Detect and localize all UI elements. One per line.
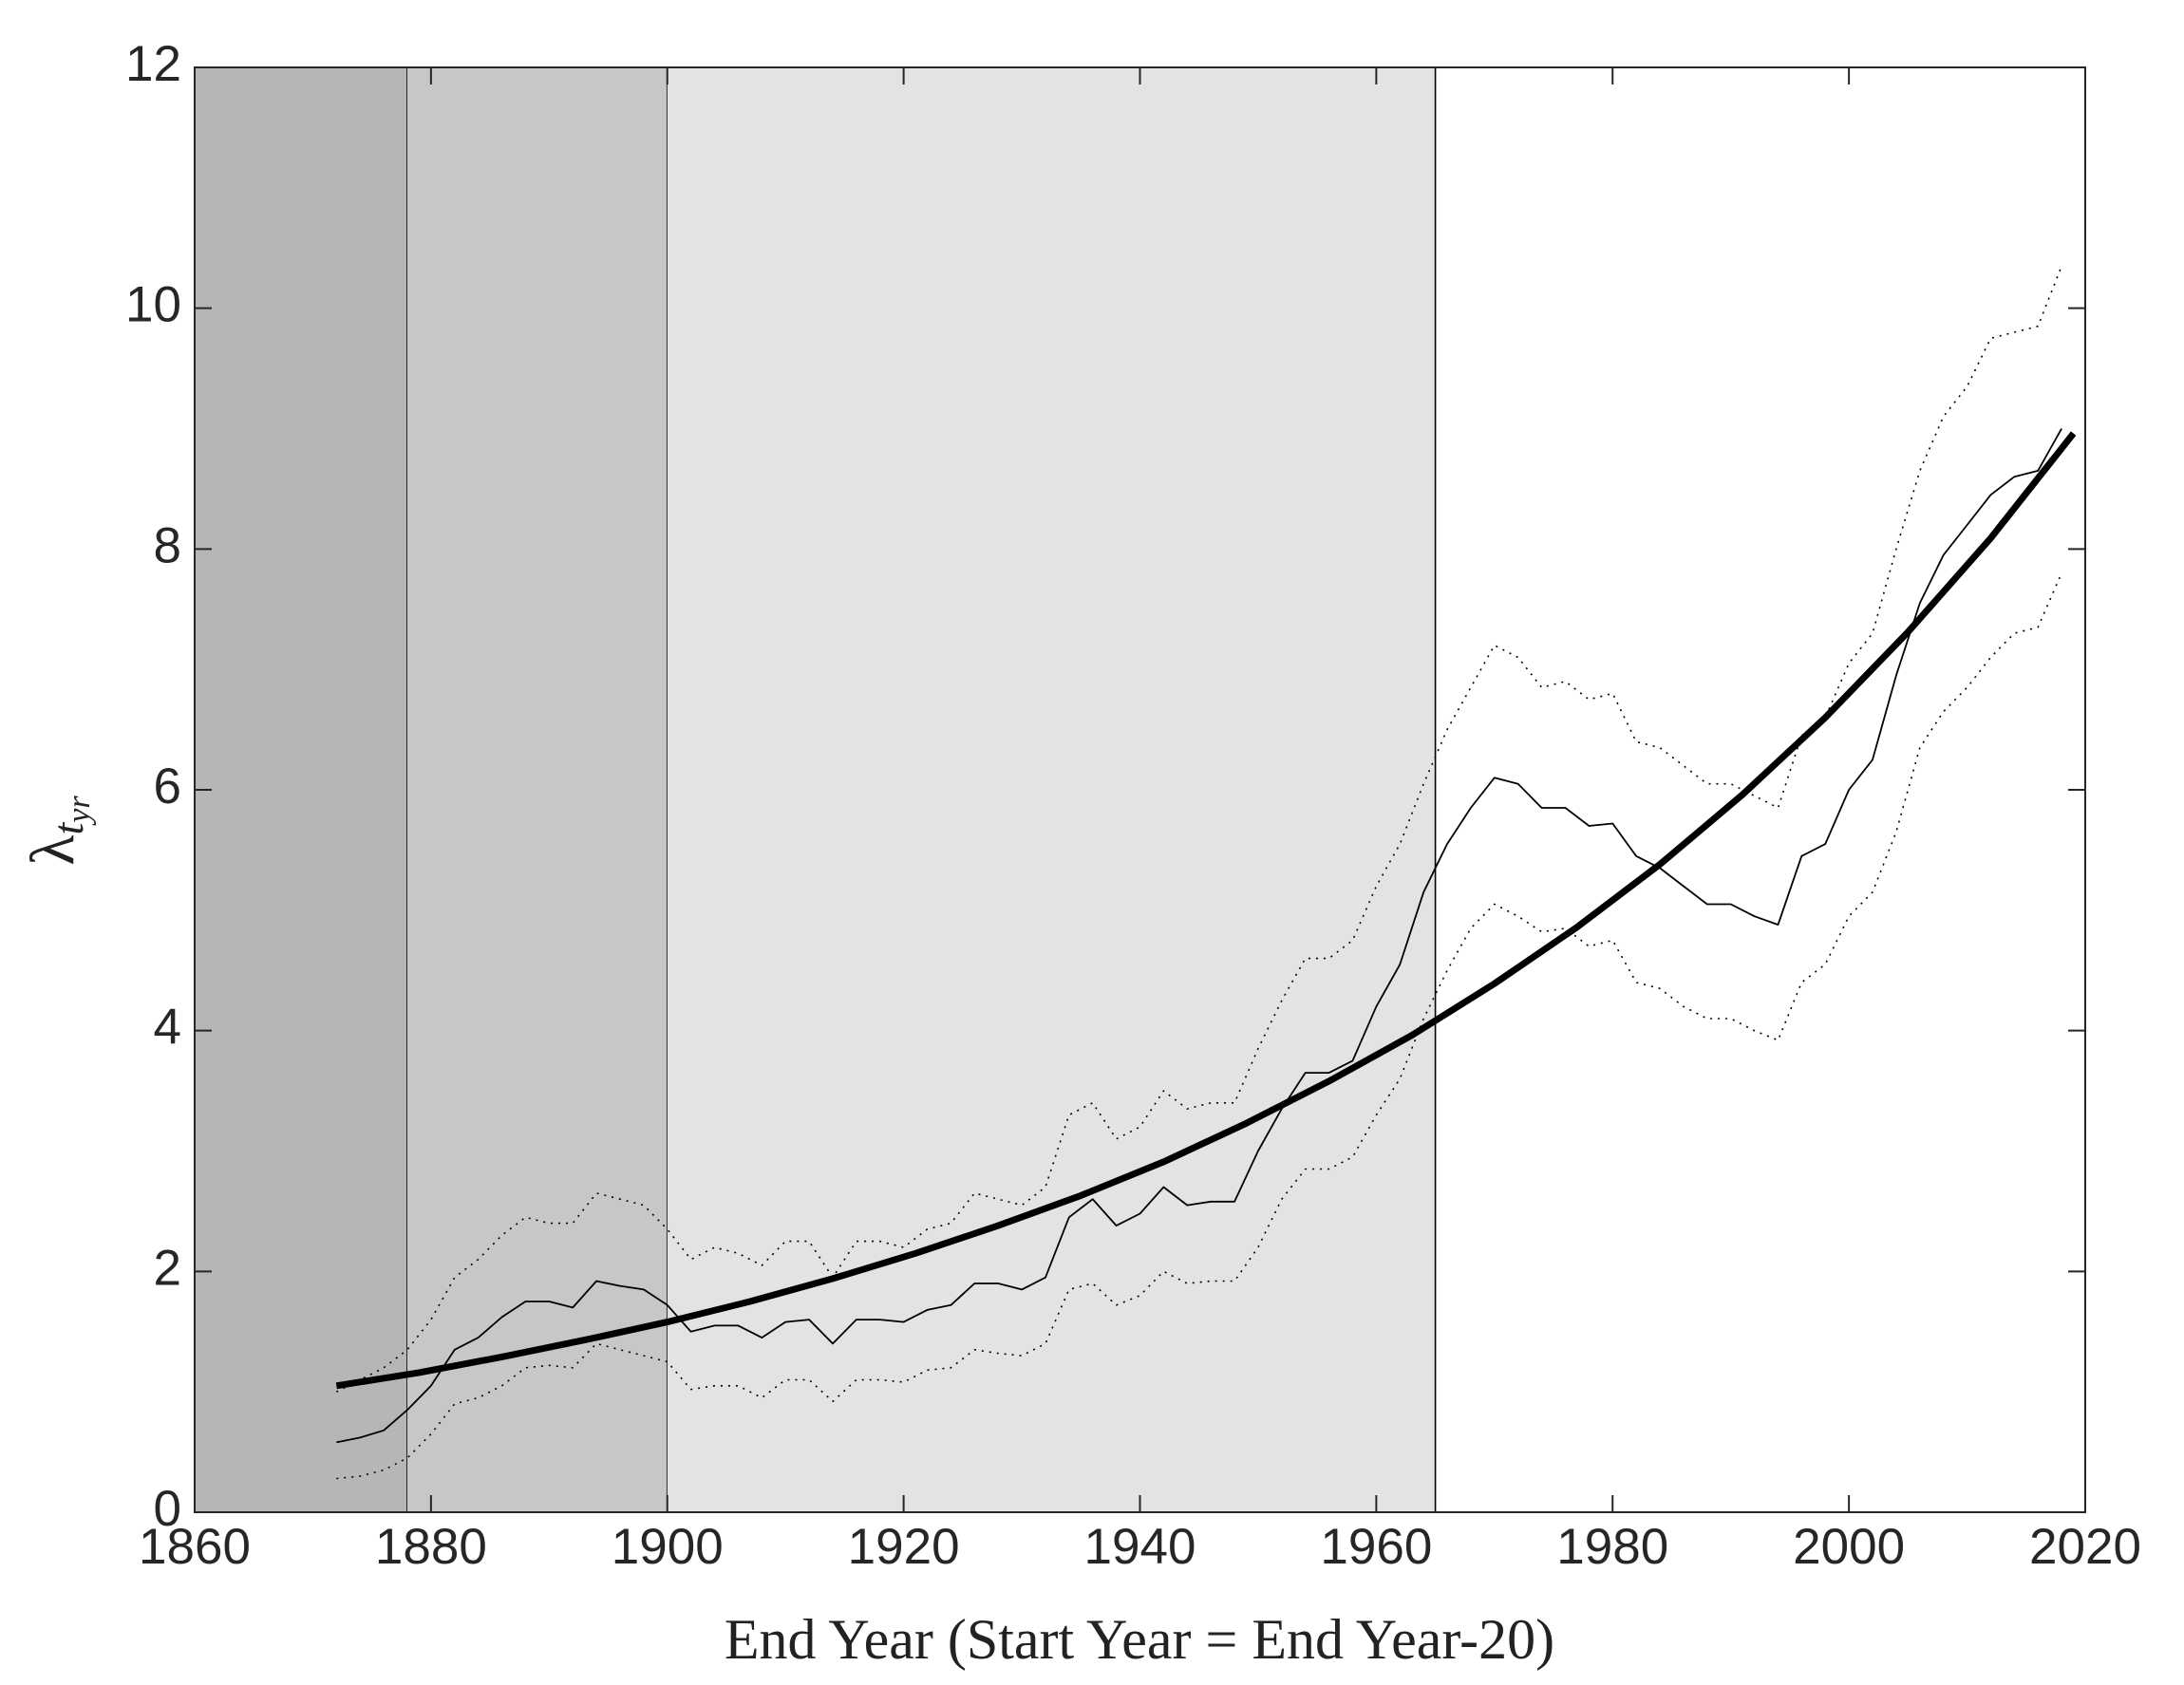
y-axis-label: λtyr (18, 796, 97, 866)
y-label-sub: t (44, 822, 92, 835)
y-tick-label: 0 (154, 1481, 181, 1537)
regions (195, 67, 1437, 1512)
x-tick-label: 1980 (1556, 1519, 1668, 1575)
y-label-main: λ (18, 835, 87, 866)
x-tick-label: 1900 (612, 1519, 724, 1575)
y-tick-label: 2 (154, 1240, 181, 1296)
series-line (336, 428, 2062, 1444)
x-tick-label: 1940 (1084, 1519, 1196, 1575)
y-label-subsub: yr (62, 796, 97, 826)
shaded-region (667, 67, 1436, 1512)
series-line (335, 431, 2077, 1390)
x-tick-label: 2020 (2029, 1519, 2141, 1575)
lines (335, 266, 2077, 1480)
x-tick-label: 2000 (1793, 1519, 1905, 1575)
shaded-region (406, 67, 668, 1512)
shaded-region (195, 67, 407, 1512)
y-tick-label: 8 (154, 517, 181, 573)
x-tick-label: 1880 (375, 1519, 487, 1575)
y-tick-label: 12 (125, 36, 181, 92)
x-tick-label: 1960 (1320, 1519, 1432, 1575)
y-tick-label: 10 (125, 277, 181, 333)
axes: 0 2 4 6 8 10 12 1860 1880 1900 1920 1940 1960 1980 200… (125, 36, 2141, 1575)
y-tick-label: 4 (154, 1000, 181, 1056)
x-axis-label: End Year (Start Year = End Year-20) (725, 1608, 1554, 1671)
y-tick-label: 6 (154, 758, 181, 814)
x-tick-label: 1920 (848, 1519, 960, 1575)
x-tick-label: 1860 (139, 1519, 251, 1575)
